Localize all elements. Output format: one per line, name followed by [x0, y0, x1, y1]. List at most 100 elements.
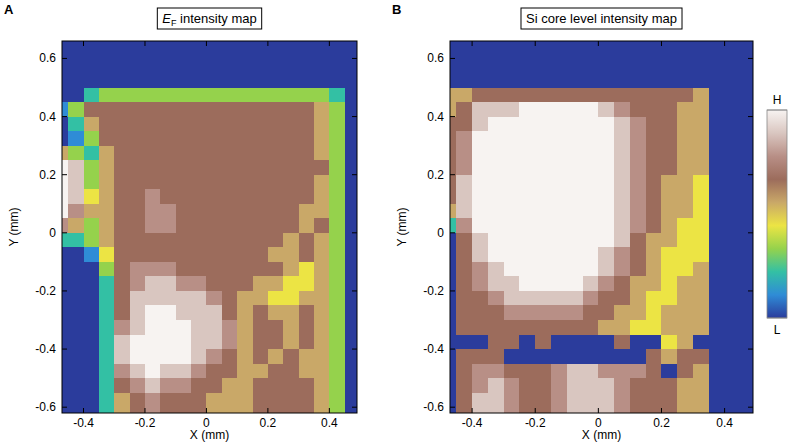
heatmap-cell [99, 44, 115, 59]
heatmap-cell [99, 58, 115, 73]
heatmap-cell [709, 407, 725, 413]
heatmap-cell [84, 262, 100, 277]
heatmap-cell [345, 131, 357, 146]
heatmap-cell [114, 276, 130, 291]
heatmap-cell [206, 320, 222, 335]
heatmap-cell [646, 160, 662, 175]
heatmap-cell [84, 102, 100, 117]
heatmap-cell [206, 102, 222, 117]
heatmap-cell [725, 320, 741, 335]
heatmap-cell [222, 131, 238, 146]
heatmap-cell [472, 305, 488, 320]
heatmap-cell [114, 364, 130, 379]
heatmap-cell [519, 407, 535, 413]
heatmap-cell [472, 262, 488, 277]
heatmap-cell [725, 175, 741, 190]
heatmap-cell [630, 247, 646, 262]
heatmap-cell [661, 102, 677, 117]
heatmap-cell [535, 247, 551, 262]
heatmap-cell [222, 73, 238, 88]
heatmap-cell [535, 349, 551, 364]
heatmap-cell [472, 189, 488, 204]
y-tick [62, 349, 67, 350]
heatmap-cell [268, 305, 284, 320]
heatmap-cell [646, 175, 662, 190]
heatmap-cell [551, 276, 567, 291]
heatmap-cell [130, 73, 146, 88]
heatmap-cell [504, 305, 520, 320]
heatmap-cell [709, 102, 725, 117]
heatmap-cell [646, 117, 662, 132]
heatmap-cell [114, 146, 130, 161]
heatmap-cell [456, 102, 472, 117]
heatmap-cell [551, 364, 567, 379]
heatmap-cell [551, 393, 567, 408]
heatmap-cell [519, 247, 535, 262]
heatmap-cell [646, 233, 662, 248]
title-box [521, 8, 682, 29]
heatmap-cell [253, 102, 269, 117]
heatmap-cell [253, 204, 269, 219]
x-tick [329, 408, 330, 413]
heatmap-cell [519, 393, 535, 408]
heatmap-cell [661, 233, 677, 248]
heatmap-cell [191, 102, 207, 117]
heatmap-cell [253, 58, 269, 73]
heatmap-cell [693, 407, 709, 413]
heatmap-cell [237, 291, 253, 306]
heatmap-cell [504, 407, 520, 413]
heatmap-cell [450, 247, 457, 262]
heatmap-cell [314, 131, 330, 146]
heatmap-cell [456, 204, 472, 219]
heatmap-cell [237, 146, 253, 161]
heatmap-cell [583, 175, 599, 190]
heatmap-cell [661, 262, 677, 277]
heatmap-cell [535, 189, 551, 204]
heatmap-cell [488, 335, 504, 350]
heatmap-cell [583, 305, 599, 320]
heatmap-cell [488, 160, 504, 175]
heatmap-cell [551, 291, 567, 306]
heatmap-cell [709, 73, 725, 88]
x-tick [83, 408, 84, 413]
heatmap-cell [176, 175, 192, 190]
heatmap-cell [740, 349, 753, 364]
heatmap-cell [99, 175, 115, 190]
heatmap-cells [62, 41, 357, 413]
heatmap-cell [661, 88, 677, 103]
heatmap-cell [646, 189, 662, 204]
heatmap-cell [567, 247, 583, 262]
y-tick [62, 232, 67, 233]
heatmap-cell [456, 407, 472, 413]
heatmap-cell [222, 160, 238, 175]
y-axis-title: Y (mm) [7, 207, 21, 246]
heatmap-cell [314, 58, 330, 73]
heatmap-cell [114, 233, 130, 248]
heatmap-cell [583, 73, 599, 88]
heatmap-cell [646, 335, 662, 350]
heatmap-cell [630, 131, 646, 146]
heatmap-cell [709, 335, 725, 350]
heatmap-cell [551, 335, 567, 350]
heatmap-cell [583, 102, 599, 117]
heatmap-cell [488, 364, 504, 379]
heatmap-cell [62, 262, 69, 277]
heatmap-cell [99, 305, 115, 320]
heatmap-cell [114, 73, 130, 88]
heatmap-cell [740, 88, 753, 103]
heatmap-cell [84, 117, 100, 132]
heatmap-cell [145, 131, 161, 146]
heatmap-cell [661, 204, 677, 219]
heatmap-cell [237, 364, 253, 379]
heatmap-cell [677, 58, 693, 73]
heatmap-cell [535, 364, 551, 379]
heatmap-cell [450, 146, 457, 161]
heatmap-cell [84, 320, 100, 335]
heatmap-cell [450, 233, 457, 248]
heatmap-cell [130, 407, 146, 413]
colorbar-tick [767, 110, 787, 111]
heatmap-cell [472, 102, 488, 117]
y-tick [352, 349, 357, 350]
heatmap-cell [68, 146, 84, 161]
heatmap-cell [472, 364, 488, 379]
